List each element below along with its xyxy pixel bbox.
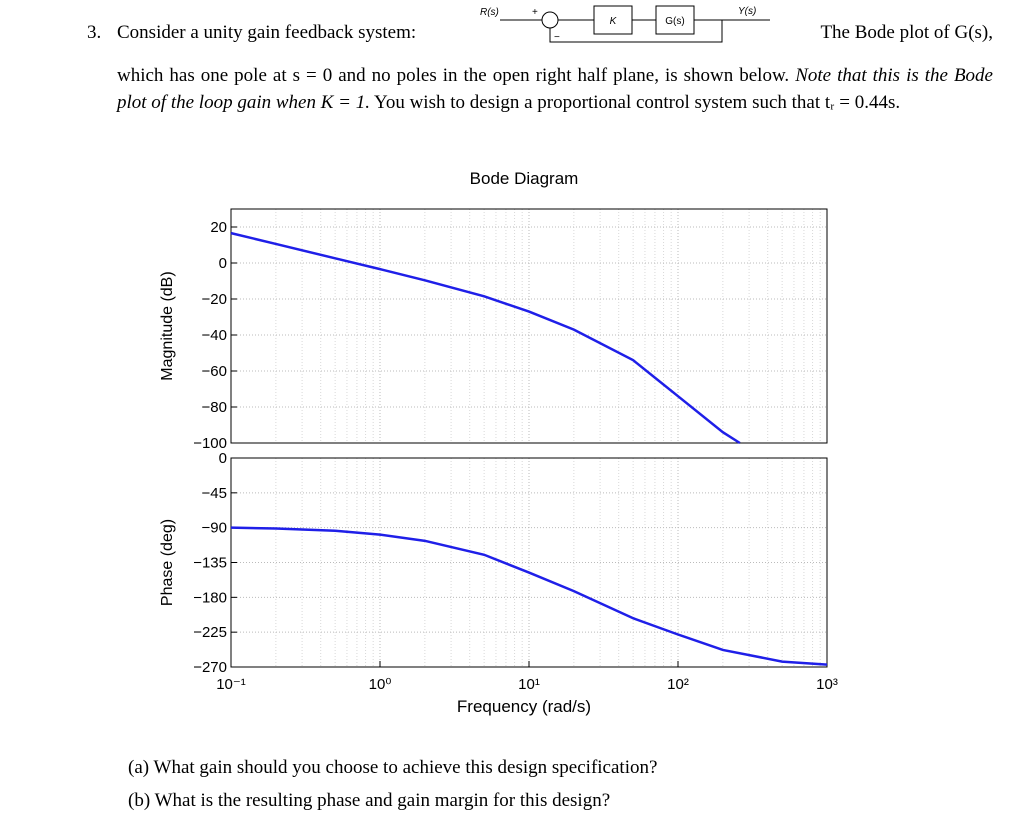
input-label: R(s) bbox=[480, 7, 499, 18]
text: which has one pole at s = 0 and no poles… bbox=[117, 65, 790, 86]
y-tick-label: −45 bbox=[202, 485, 227, 502]
plus-sign: + bbox=[532, 7, 538, 18]
gain-block: K bbox=[610, 16, 618, 27]
note: Note that this is the Bode plot of the l… bbox=[117, 65, 993, 113]
question: (a) What gain should you choose to achie… bbox=[128, 757, 657, 779]
x-axis-label: Frequency (rad/s) bbox=[457, 697, 591, 716]
line bbox=[230, 526, 828, 666]
y-tick-label: 0 bbox=[219, 450, 227, 467]
y-axis-label: Phase (deg) bbox=[159, 519, 176, 606]
x-tick-label: 10³ bbox=[816, 676, 838, 693]
y-tick-label: −80 bbox=[202, 399, 227, 416]
bode-chart: 20 0 −20 −40 −60 −80 −100 Bode Diagram Magnitude… bbox=[159, 169, 838, 716]
problem-number: 3. bbox=[87, 22, 102, 43]
y-tick-label: −40 bbox=[202, 327, 227, 344]
plant-block: G(s) bbox=[665, 16, 684, 27]
y-axis-label: Magnitude (dB) bbox=[159, 271, 176, 380]
y-tick-label: −270 bbox=[193, 659, 227, 676]
question-label: (b) bbox=[128, 790, 151, 811]
y-tick-label: −100 bbox=[193, 435, 227, 452]
question-label: (a) bbox=[128, 757, 150, 778]
x-tick-label: 10⁻¹ bbox=[216, 676, 246, 693]
y-tick-label: −20 bbox=[202, 291, 227, 308]
question-text: What is the resulting phase and gain mar… bbox=[154, 790, 611, 811]
x-tick-label: 10² bbox=[667, 676, 689, 693]
chart-title: Bode Diagram bbox=[470, 169, 579, 188]
question-text: What gain should you choose to achieve t… bbox=[153, 757, 658, 778]
x-tick-label: 10⁰ bbox=[369, 676, 392, 693]
line bbox=[230, 231, 741, 445]
x-tick-label: 10¹ bbox=[518, 676, 540, 693]
problem-text: which has one pole at s = 0 and no poles… bbox=[117, 62, 993, 116]
y-tick-label: −180 bbox=[193, 589, 227, 606]
y-tick-label: 0 bbox=[219, 255, 227, 272]
minus-sign: − bbox=[554, 32, 560, 43]
y-tick-label: −60 bbox=[202, 363, 227, 380]
question: (b) What is the resulting phase and gain… bbox=[128, 790, 610, 812]
y-tick-label: −225 bbox=[193, 624, 227, 641]
y-tick-label: −90 bbox=[202, 520, 227, 537]
block-diagram: R(s) + − K G(s) Y(s) bbox=[480, 5, 770, 43]
output-label: Y(s) bbox=[738, 6, 756, 17]
plot-frame bbox=[230, 208, 828, 444]
intro: Consider a unity gain feedback system: bbox=[117, 22, 417, 43]
task: You wish to design a proportional contro… bbox=[374, 92, 901, 113]
y-tick-label: 20 bbox=[210, 219, 227, 236]
bode-intro: The Bode plot of G(s), bbox=[820, 22, 993, 43]
y-tick-label: −135 bbox=[193, 555, 227, 572]
